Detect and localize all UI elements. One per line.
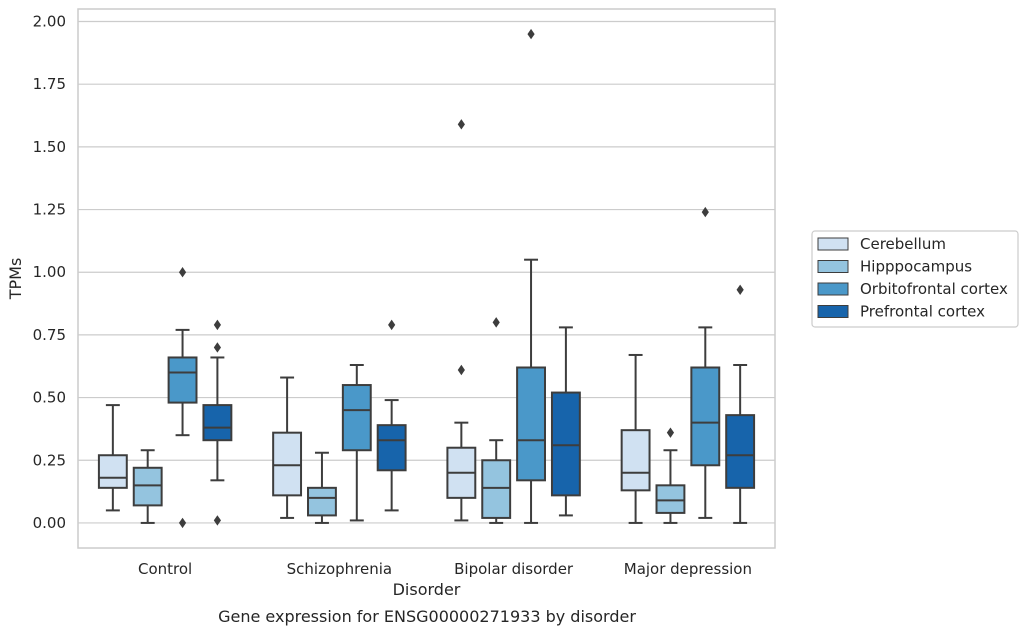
box-3-1: [446, 119, 477, 522]
y-tick-label: 1.50: [33, 138, 66, 156]
legend-frame: [811, 230, 1019, 328]
box-3-2: [481, 317, 512, 524]
outlier-point: [213, 342, 221, 353]
outlier-point: [457, 364, 465, 376]
outlier-point: [178, 517, 187, 529]
box-3-4: [550, 326, 581, 517]
box-iqr: [272, 431, 303, 497]
box-4-2: [655, 427, 686, 524]
box-1-1: [97, 404, 128, 512]
outlier-point: [701, 206, 709, 218]
box-2-1: [272, 376, 303, 519]
legend-swatch: [817, 282, 849, 296]
outlier-point: [492, 317, 500, 328]
box-iqr: [620, 429, 651, 492]
y-tick-label: 0.00: [33, 514, 66, 532]
outlier-point: [666, 427, 675, 438]
box-4-4: [725, 284, 756, 524]
outlier-point: [457, 119, 465, 130]
x-tick-labels: Control Schizophrenia Bipolar disorder Majo…: [138, 560, 752, 578]
box-iqr: [725, 414, 756, 489]
legend-swatch: [817, 237, 849, 251]
outlier-point: [388, 319, 396, 331]
y-tick-label: 1.75: [33, 75, 66, 93]
box-layer: [97, 28, 756, 529]
x-tick-label: Major depression: [624, 560, 752, 578]
box-4-3: [690, 206, 721, 519]
box-2-3: [341, 363, 372, 522]
box-iqr: [690, 366, 721, 467]
box-iqr: [655, 484, 686, 514]
chart-caption: Gene expression for ENSG00000271933 by d…: [218, 607, 636, 626]
box-2-4: [376, 319, 407, 512]
legend: Cerebellum Hipppocampus Orbitofrontal cort…: [811, 230, 1019, 328]
legend-label: Orbitofrontal cortex: [860, 280, 1008, 298]
legend-swatch: [817, 305, 849, 318]
box-iqr: [307, 486, 337, 517]
y-tick-label: 1.00: [33, 263, 66, 281]
legend-label: Cerebellum: [860, 235, 946, 253]
outlier-point: [213, 515, 221, 526]
y-tick-label: 0.50: [33, 389, 66, 407]
legend-label: Prefrontal cortex: [860, 303, 985, 321]
y-tick-label: 0.25: [33, 451, 66, 469]
legend-label: Hipppocampus: [860, 258, 972, 276]
y-axis-title: TPMs: [6, 258, 25, 301]
box-4-1: [620, 353, 651, 524]
y-tick-label: 1.25: [33, 201, 66, 219]
outlier-point: [736, 284, 744, 295]
x-tick-label: Control: [138, 560, 192, 578]
box-iqr: [376, 424, 407, 472]
y-tick-labels: 0.00 0.25 0.50 0.75 1.00 1.25 1.50 1.75 2.00: [33, 13, 66, 532]
outlier-point: [527, 28, 535, 40]
x-axis-title: Disorder: [393, 580, 461, 599]
x-tick-label: Schizophrenia: [287, 560, 392, 578]
box-1-4: [202, 319, 233, 526]
box-2-2: [307, 451, 337, 524]
box-iqr: [97, 454, 128, 489]
outlier-point: [178, 267, 187, 278]
plot-frame: [77, 8, 776, 549]
box-iqr: [550, 391, 581, 497]
y-tick-label: 0.75: [33, 326, 66, 344]
box-iqr: [167, 356, 198, 404]
box-1-3: [167, 267, 198, 529]
box-iqr: [516, 366, 546, 482]
box-1-2: [132, 449, 163, 524]
box-iqr: [202, 404, 233, 442]
y-tick-label: 2.00: [33, 13, 66, 31]
x-tick-label: Bipolar disorder: [454, 560, 574, 578]
box-3-3: [516, 28, 546, 524]
box-iqr: [341, 384, 372, 452]
legend-swatch: [817, 260, 849, 273]
box-iqr: [132, 466, 163, 507]
outlier-point: [213, 319, 221, 331]
box-iqr: [481, 459, 512, 519]
